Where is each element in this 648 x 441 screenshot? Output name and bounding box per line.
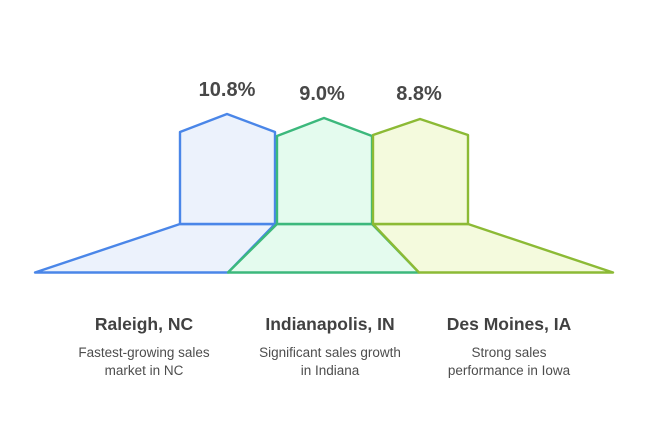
raleigh-city-label: Raleigh, NC [95, 314, 194, 334]
indianapolis-value-label: 9.0% [299, 83, 345, 105]
indianapolis-city-label: Indianapolis, IN [265, 314, 394, 334]
indianapolis-pentagon-shape [275, 116, 374, 226]
tent-des-moines [371, 117, 615, 274]
des-moines-city-label: Des Moines, IA [447, 314, 572, 334]
raleigh-description-line-1: Fastest-growing sales [78, 345, 210, 360]
des-moines-value-label: 8.8% [396, 83, 442, 105]
des-moines-description-line-2: performance in Iowa [448, 363, 571, 378]
raleigh-value-label: 10.8% [199, 79, 256, 101]
tent-indianapolis [226, 116, 421, 274]
raleigh-description-line-2: market in NC [105, 363, 184, 378]
indianapolis-description-line-2: in Indiana [301, 363, 360, 378]
indianapolis-description-line-1: Significant sales growth [259, 345, 401, 360]
des-moines-description-line-1: Strong sales [471, 345, 546, 360]
tent-raleigh [33, 112, 277, 274]
des-moines-pentagon-shape [371, 117, 470, 226]
raleigh-pentagon-shape [178, 112, 277, 226]
